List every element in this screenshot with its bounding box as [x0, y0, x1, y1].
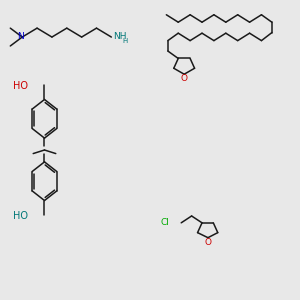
- Text: HO: HO: [13, 211, 28, 221]
- Text: H: H: [123, 38, 128, 44]
- Text: Cl: Cl: [160, 218, 169, 227]
- Text: HO: HO: [13, 81, 28, 91]
- Text: NH: NH: [113, 32, 126, 41]
- Text: O: O: [205, 238, 212, 247]
- Text: N: N: [17, 32, 24, 41]
- Text: O: O: [181, 74, 188, 83]
